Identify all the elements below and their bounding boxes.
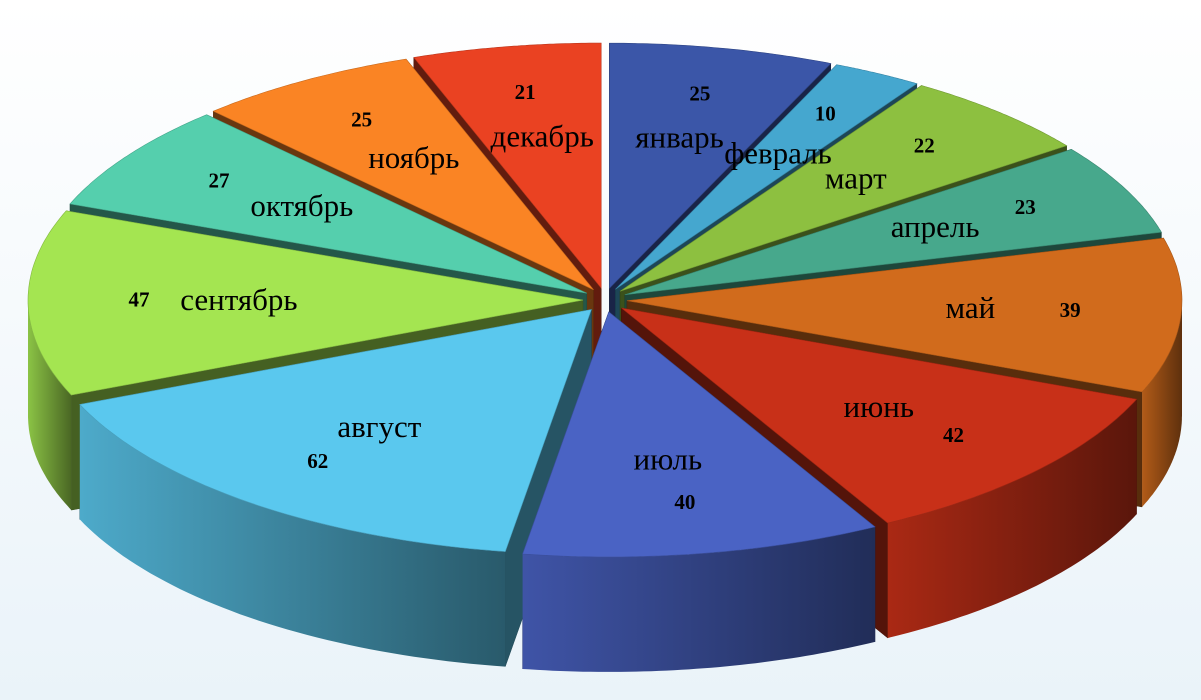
pie-slice-декабрь: [413, 42, 602, 289]
value-label: 10: [815, 102, 836, 126]
value-label: 21: [515, 80, 536, 104]
slice-side-май: [1142, 300, 1182, 507]
value-label: 27: [209, 168, 230, 192]
value-label: 25: [689, 81, 710, 105]
category-label: январь: [635, 119, 723, 154]
category-label: ноябрь: [368, 140, 459, 175]
category-label: октябрь: [250, 188, 353, 223]
value-label: 47: [129, 288, 150, 312]
pie-slice-январь: [609, 42, 832, 289]
pie-slice-июль: [522, 311, 876, 558]
value-label: 22: [914, 133, 935, 157]
slice-labels: 25 январь 10 февраль 22 март 23 апрель 39 май 42 ию…: [129, 80, 1081, 514]
value-label: 25: [351, 108, 372, 132]
value-label: 23: [1015, 195, 1036, 219]
pie-slice-март: [619, 85, 1068, 292]
value-label: 42: [943, 423, 964, 447]
pie-slice-ноябрь: [212, 58, 594, 290]
category-label: февраль: [724, 136, 832, 171]
slice-side-июль: [522, 526, 875, 672]
category-label: июль: [634, 442, 703, 477]
slice-tops: [27, 42, 1183, 558]
pie-slice-июнь: [621, 307, 1138, 524]
slice-side-август: [79, 404, 506, 667]
category-label: сентябрь: [180, 282, 297, 317]
slice-side-июнь: [887, 399, 1137, 638]
slice-side-сентябрь: [28, 300, 72, 511]
category-label: май: [946, 290, 996, 325]
pie-slice-август: [79, 309, 592, 552]
category-label: апрель: [891, 209, 980, 244]
category-label: март: [825, 161, 887, 196]
pie-slice-май: [626, 237, 1183, 393]
category-label: декабрь: [491, 118, 594, 153]
pie-slice-апрель: [624, 148, 1162, 296]
value-label: 62: [307, 449, 328, 473]
pie-slice-октябрь: [69, 114, 587, 294]
value-label: 39: [1060, 298, 1081, 322]
pie-slice-февраль: [615, 64, 918, 290]
value-label: 40: [674, 490, 695, 514]
category-label: август: [337, 409, 421, 444]
category-label: июнь: [844, 389, 914, 424]
pie-slice-сентябрь: [27, 210, 584, 396]
